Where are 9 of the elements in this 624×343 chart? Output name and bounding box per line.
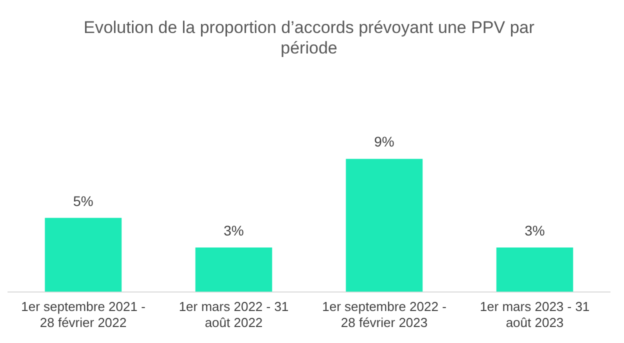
- x-tick-label: 1er mars 2023 - 31 août 2023: [480, 299, 590, 330]
- data-label: 9%: [374, 134, 394, 150]
- data-label: 5%: [73, 192, 94, 209]
- data-label: 3%: [524, 222, 545, 238]
- data-label: 3%: [224, 222, 244, 238]
- x-tick-label: 1er mars 2022 - 31 août 2022: [178, 299, 289, 330]
- x-tick-label: 1er septembre 2022 - 28 février 2023: [322, 299, 446, 330]
- chart-title: Evolution de la proportion d’accords prévoyant une PPV par période: [84, 18, 535, 58]
- x-tick-label: 1er septembre 2021 - 28 février 2022: [21, 299, 146, 330]
